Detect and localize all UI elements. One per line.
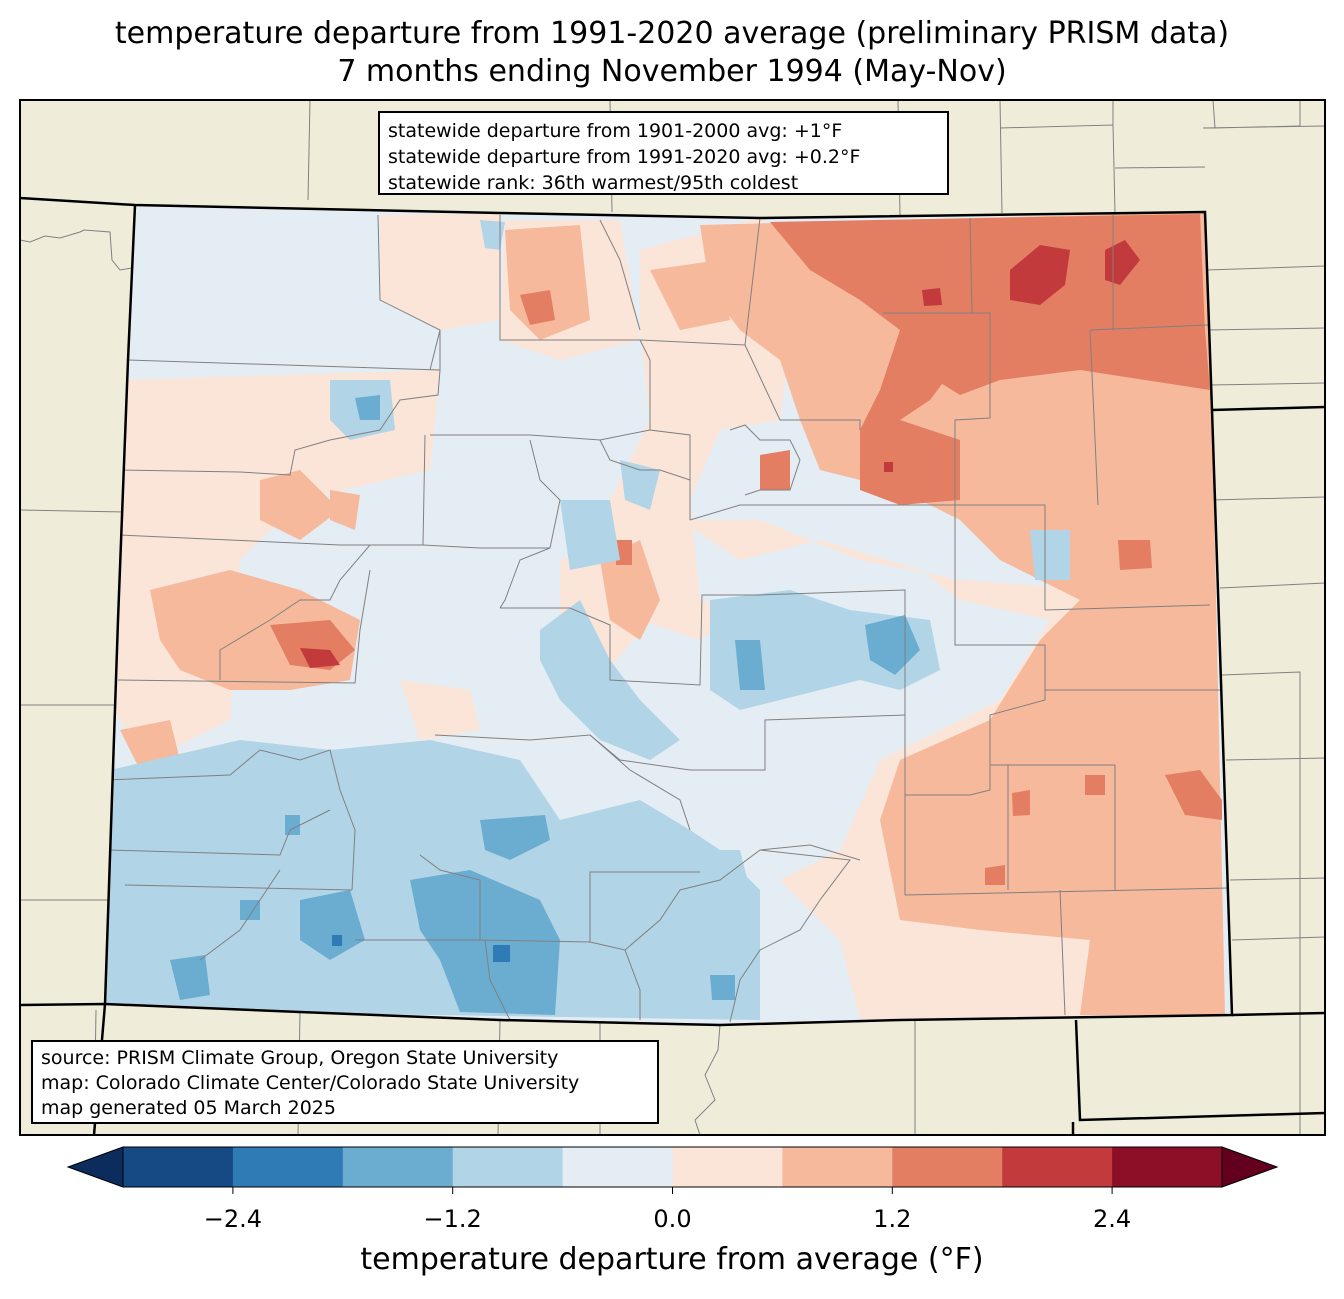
stats-rank: statewide rank: 36th warmest/95th coldes…	[388, 172, 799, 194]
map-title-line2: 7 months ending November 1994 (May-Nov)	[337, 54, 1007, 89]
colorbar-bin	[1002, 1147, 1113, 1187]
colorbar-over-arrow	[1221, 1146, 1279, 1188]
map-frame	[19, 99, 1326, 1136]
colorbar-tick-label: 2.4	[1093, 1205, 1132, 1233]
colorbar-tick-label: 0.0	[653, 1205, 692, 1233]
colorbar-bin	[672, 1147, 783, 1187]
source-credit-box: source: PRISM Climate Group, Oregon Stat…	[31, 1040, 659, 1124]
colorbar-bin	[892, 1147, 1003, 1187]
colorbar-tick-label: 1.2	[873, 1205, 912, 1233]
colorado-county-lines	[105, 214, 1231, 1023]
colorbar-bin	[342, 1147, 454, 1187]
statewide-stats-box: statewide departure from 1901-2000 avg: …	[378, 111, 949, 195]
colorbar-label: temperature departure from average (°F)	[360, 1242, 984, 1277]
colorbar	[66, 1146, 1279, 1194]
colorbar-bin	[562, 1147, 673, 1187]
stats-departure-1901-2000: statewide departure from 1901-2000 avg: …	[388, 120, 843, 142]
colorbar-tick-label: −1.2	[423, 1205, 482, 1233]
colorbar-bin	[452, 1147, 564, 1187]
colorbar-under-arrow	[66, 1146, 124, 1188]
colorbar-bin	[232, 1147, 344, 1187]
colorbar-bin	[782, 1147, 893, 1187]
temperature-departure-field	[105, 205, 1232, 1025]
colorbar-bin	[123, 1147, 234, 1187]
source-credit: source: PRISM Climate Group, Oregon Stat…	[41, 1047, 559, 1069]
map-credit: map: Colorado Climate Center/Colorado St…	[41, 1072, 580, 1094]
colorbar-bin	[1112, 1147, 1223, 1187]
map-title-line1: temperature departure from 1991-2020 ave…	[114, 16, 1230, 51]
stats-departure-1991-2020: statewide departure from 1991-2020 avg: …	[388, 146, 861, 168]
map-generated-date: map generated 05 March 2025	[41, 1097, 336, 1119]
colorbar-tick-label: −2.4	[203, 1205, 263, 1233]
